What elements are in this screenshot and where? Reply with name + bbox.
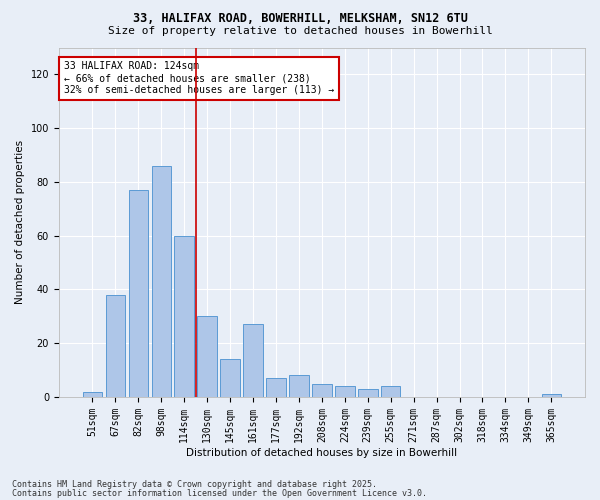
Text: Contains HM Land Registry data © Crown copyright and database right 2025.: Contains HM Land Registry data © Crown c… (12, 480, 377, 489)
Bar (542, 394, 561, 397)
Bar (244, 324, 263, 397)
Text: 33 HALIFAX ROAD: 124sqm
← 66% of detached houses are smaller (238)
32% of semi-d: 33 HALIFAX ROAD: 124sqm ← 66% of detache… (64, 62, 334, 94)
Bar (358, 389, 377, 397)
Bar (266, 378, 286, 397)
Bar (289, 376, 308, 397)
Bar (175, 236, 194, 397)
Bar (106, 295, 125, 397)
Y-axis label: Number of detached properties: Number of detached properties (15, 140, 25, 304)
Bar (220, 360, 240, 397)
Text: 33, HALIFAX ROAD, BOWERHILL, MELKSHAM, SN12 6TU: 33, HALIFAX ROAD, BOWERHILL, MELKSHAM, S… (133, 12, 467, 26)
Text: Size of property relative to detached houses in Bowerhill: Size of property relative to detached ho… (107, 26, 493, 36)
Bar (83, 392, 102, 397)
Bar (335, 386, 355, 397)
Bar (381, 386, 400, 397)
Bar (197, 316, 217, 397)
Bar (312, 384, 332, 397)
Text: Contains public sector information licensed under the Open Government Licence v3: Contains public sector information licen… (12, 490, 427, 498)
Bar (128, 190, 148, 397)
Bar (152, 166, 171, 397)
X-axis label: Distribution of detached houses by size in Bowerhill: Distribution of detached houses by size … (187, 448, 457, 458)
